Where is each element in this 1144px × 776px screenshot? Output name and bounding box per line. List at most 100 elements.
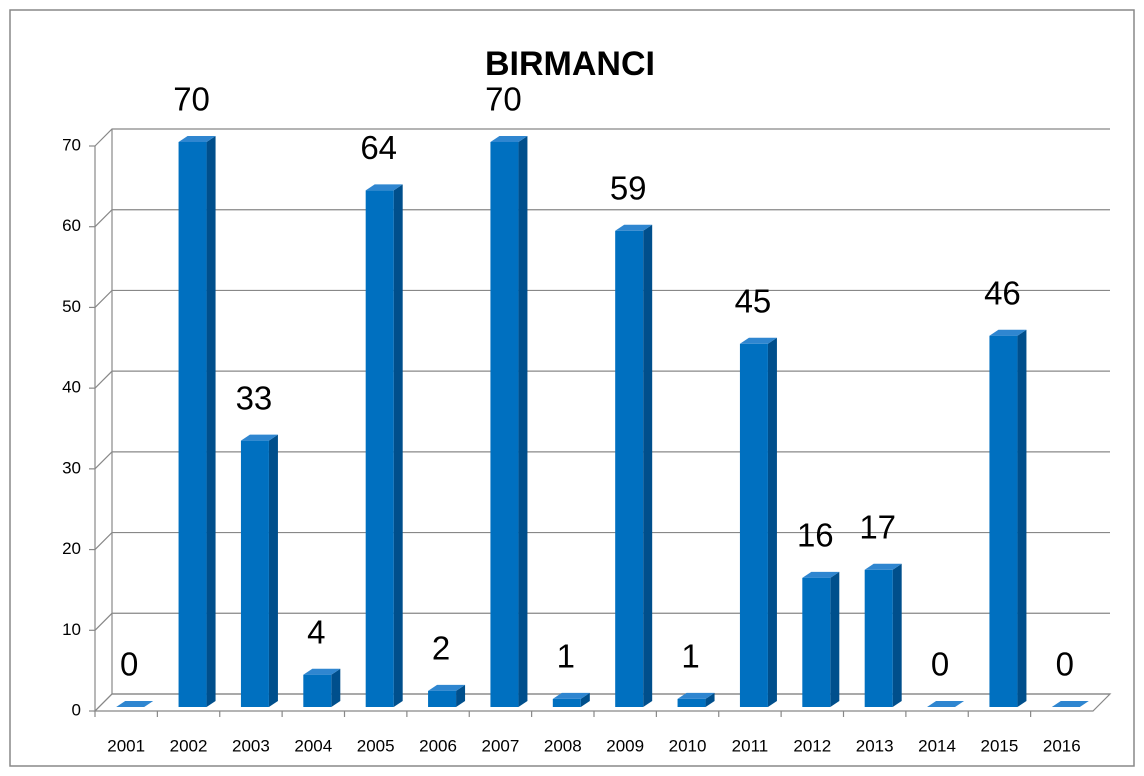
value-label: 0 xyxy=(1056,646,1074,683)
bar-front xyxy=(864,569,893,707)
y-tick-label: 20 xyxy=(62,539,81,558)
bar-top xyxy=(739,337,777,344)
x-tick-label: 2002 xyxy=(170,736,208,755)
bar-top xyxy=(989,329,1027,336)
grid-line xyxy=(94,693,1110,712)
bar-top xyxy=(864,563,902,570)
bar xyxy=(989,329,1027,707)
grid-line xyxy=(94,209,1110,228)
x-tick-label: 2004 xyxy=(294,736,332,755)
x-tick-label: 2005 xyxy=(357,736,395,755)
bar-front xyxy=(303,674,332,707)
value-label: 70 xyxy=(485,81,522,118)
value-label: 70 xyxy=(173,81,210,118)
value-label: 1 xyxy=(557,638,575,675)
bar-top xyxy=(116,701,154,707)
bar-front xyxy=(552,698,581,707)
x-tick-label: 2011 xyxy=(732,736,769,755)
bar-top xyxy=(303,668,341,675)
chart-title: BIRMANCI xyxy=(485,45,655,83)
value-label: 0 xyxy=(120,646,138,683)
bar xyxy=(428,684,466,707)
y-tick-label: 60 xyxy=(62,216,81,235)
x-tick-label: 2016 xyxy=(1043,736,1081,755)
bar xyxy=(240,434,278,707)
bar-top xyxy=(490,136,528,142)
bar-top xyxy=(178,136,216,142)
value-label: 0 xyxy=(931,646,949,683)
bar-side xyxy=(705,692,715,707)
value-label: 1 xyxy=(681,638,699,675)
bar xyxy=(739,337,777,707)
bar-side xyxy=(1017,329,1027,707)
bar xyxy=(365,184,403,707)
x-tick-label: 2008 xyxy=(544,736,582,755)
y-tick-label: 30 xyxy=(62,458,81,477)
bar-front xyxy=(802,577,831,707)
x-tick-label: 2001 xyxy=(107,736,145,755)
y-tick-label: 50 xyxy=(62,297,81,316)
x-tick-label: 2003 xyxy=(232,736,270,755)
bar-top xyxy=(552,692,590,699)
value-label: 59 xyxy=(610,170,647,207)
bar xyxy=(615,224,653,708)
bar xyxy=(552,692,590,707)
bar xyxy=(116,701,154,707)
bar-side xyxy=(518,136,528,707)
bar-front xyxy=(615,230,644,708)
bar-side xyxy=(268,434,278,707)
bar-side xyxy=(643,224,653,708)
x-tick-label: 2012 xyxy=(793,736,831,755)
bar-front xyxy=(739,343,768,707)
bar-front xyxy=(178,142,207,707)
x-tick-label: 2006 xyxy=(419,736,457,755)
y-tick-label: 0 xyxy=(72,700,81,719)
bar-front xyxy=(490,142,519,707)
bar-front xyxy=(428,690,457,707)
bar-top xyxy=(240,434,278,441)
grid-line xyxy=(94,531,1110,550)
bar xyxy=(802,571,840,707)
value-label: 4 xyxy=(307,613,325,650)
x-tick-label: 2014 xyxy=(918,736,956,755)
bar-front xyxy=(677,698,706,707)
bar xyxy=(677,692,715,707)
bar xyxy=(864,563,902,707)
bar-side xyxy=(206,136,216,707)
value-label: 45 xyxy=(735,283,772,320)
value-label: 33 xyxy=(236,379,273,416)
grid-line xyxy=(94,451,1110,470)
bar-side xyxy=(456,684,466,707)
x-tick-label: 2009 xyxy=(606,736,644,755)
value-label: 64 xyxy=(360,129,397,166)
bar xyxy=(303,668,341,707)
bar xyxy=(490,136,528,707)
value-label: 16 xyxy=(797,517,834,554)
bar-top xyxy=(927,701,965,707)
grid-line xyxy=(94,612,1110,631)
bar-top xyxy=(428,684,466,691)
bar xyxy=(927,701,965,707)
bar-side xyxy=(830,571,840,707)
grid-line xyxy=(94,289,1110,308)
value-label: 17 xyxy=(859,509,896,546)
x-tick-label: 2013 xyxy=(856,736,894,755)
bar-side xyxy=(892,563,902,707)
x-tick-label: 2015 xyxy=(981,736,1019,755)
bar xyxy=(178,136,216,707)
x-tick-label: 2007 xyxy=(482,736,520,755)
x-tick-label: 2010 xyxy=(669,736,707,755)
bar-side xyxy=(580,692,590,707)
value-label: 2 xyxy=(432,630,450,667)
bar-front xyxy=(240,440,269,707)
y-tick-label: 10 xyxy=(62,620,81,639)
bar-top xyxy=(365,184,403,191)
bar-side xyxy=(393,184,403,707)
bar-side xyxy=(767,337,777,707)
bar-front xyxy=(989,335,1018,707)
y-tick-label: 70 xyxy=(62,135,81,154)
bar-front xyxy=(365,190,394,707)
value-label: 46 xyxy=(984,274,1021,311)
bar-top xyxy=(677,692,715,699)
